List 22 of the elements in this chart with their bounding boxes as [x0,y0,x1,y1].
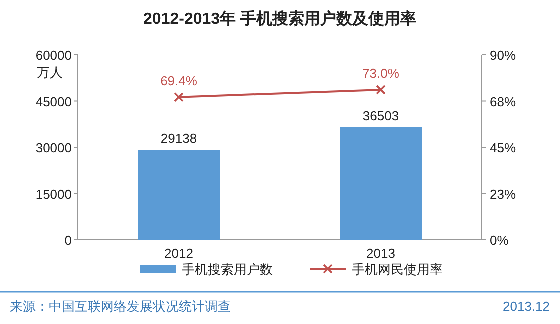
y-tick-label: 30000 [36,140,72,156]
y2-tick-label: 45% [490,140,516,156]
y2-tick-label: 90% [490,48,516,63]
y-tick-label: 60000 [36,48,72,63]
x-tick-label: 2012 [164,246,194,261]
y-tick-label: 0 [64,233,72,248]
y2-tick-label: 0% [490,233,510,248]
y2-tick-label: 23% [490,186,516,202]
y-tick-label: 15000 [36,186,72,202]
legend-label: 手机搜索用户数 [182,262,273,277]
x-tick-label: 2013 [366,246,396,261]
text: 2013.12 [503,299,550,314]
chart-title: 2012-2013年 手机搜索用户数及使用率 [144,9,416,28]
data-label: 69.4% [160,73,198,88]
data-label: 73.0% [362,66,400,81]
y2-tick-label: 68% [490,94,516,110]
source-note: 来源：中国互联网络发展状况统计调查 [10,299,231,314]
legend-label: 手机网民使用率 [352,262,443,277]
data-label: 36503 [362,108,400,124]
y-axis-title: 万人 [37,65,63,80]
data-label: 29138 [160,131,198,146]
y-tick-label: 45000 [36,94,72,110]
